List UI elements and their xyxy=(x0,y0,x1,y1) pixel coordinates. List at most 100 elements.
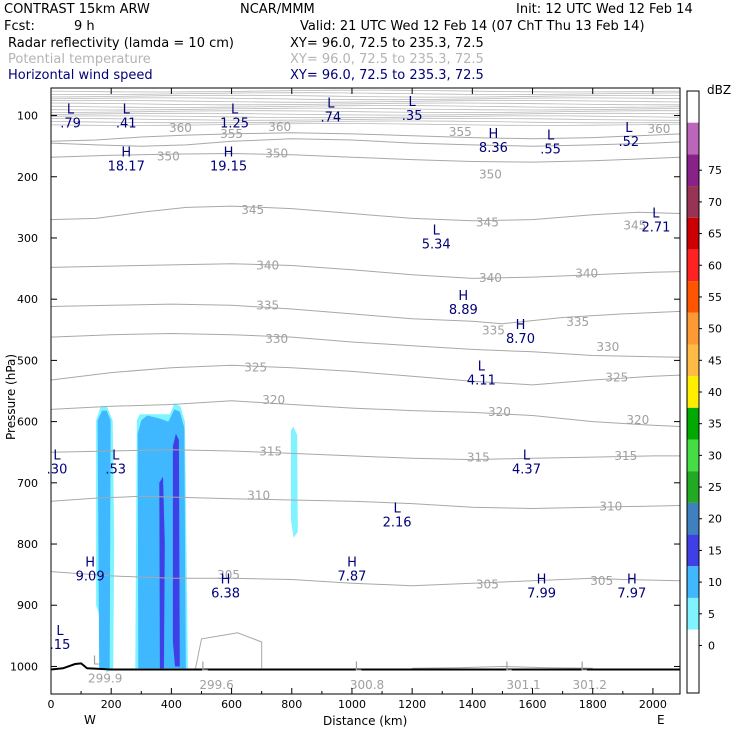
colorbar-segment xyxy=(687,629,699,662)
x-end-label-west: W xyxy=(84,713,96,727)
theta-contour-label: 355 xyxy=(220,127,243,141)
wind-extremum-marker: H xyxy=(347,556,357,571)
x-end-label-east: E xyxy=(657,713,665,727)
wind-extrema-layer: L.79L.41L1.25L.74L.35H8.36L.55L.52H18.17… xyxy=(47,95,671,653)
wind-extremum-marker: L xyxy=(652,207,660,222)
y-tick-label: 700 xyxy=(17,477,38,490)
wind-extremum-value: 18.17 xyxy=(108,159,145,174)
y-tick-label: 500 xyxy=(17,354,38,367)
wind-extremum-marker: H xyxy=(221,573,231,588)
colorbar-segment xyxy=(687,91,699,123)
colorbar-tick-label: 10 xyxy=(708,576,722,589)
valid-time: Valid: 21 UTC Wed 12 Feb 14 (07 ChT Thu … xyxy=(300,19,645,34)
colorbar-segment xyxy=(687,534,699,567)
theta-contour-label: 301.1 xyxy=(506,678,540,692)
colorbar-tick-label: 15 xyxy=(708,544,722,557)
theta-contour-label: 315 xyxy=(467,451,490,465)
colorbar-tick-label: 35 xyxy=(708,418,722,431)
y-tick-label: 800 xyxy=(17,538,38,551)
theta-contour-label: 350 xyxy=(479,167,502,181)
theta-low-marker: L xyxy=(580,659,587,673)
y-tick-label: 900 xyxy=(17,599,38,612)
wind-extremum-value: .15 xyxy=(50,638,71,653)
theta-low-marker: L xyxy=(505,659,512,673)
theta-contour-label: 310 xyxy=(247,489,270,503)
wind-extremum-marker: H xyxy=(627,573,637,588)
model-title: CONTRAST 15km ARW xyxy=(4,2,150,17)
forecast-hour: 9 h xyxy=(74,19,95,34)
colorbar-segment xyxy=(687,376,699,408)
wind-extremum-marker: L xyxy=(123,103,131,118)
theta-contour-label: 335 xyxy=(566,315,589,329)
y-tick-label: 300 xyxy=(17,232,38,245)
organization-label: NCAR/MMM xyxy=(240,2,315,17)
wind-extremum-marker: L xyxy=(231,103,239,118)
wind-extremum-marker: L xyxy=(478,360,486,375)
y-tick-label: 400 xyxy=(17,293,38,306)
colorbar-segment xyxy=(687,566,699,598)
colorbar-title: dBZ xyxy=(707,83,731,97)
colorbar-tick-label: 20 xyxy=(708,513,722,526)
wind-extremum-value: 7.99 xyxy=(527,587,556,602)
colorbar-tick-label: 70 xyxy=(708,196,722,209)
theta-contour-line xyxy=(51,89,680,93)
theta-contour-label: 360 xyxy=(268,120,291,134)
x-tick-label: 2000 xyxy=(639,698,667,711)
wind-extremum-value: 4.37 xyxy=(512,462,541,477)
colorbar-segment xyxy=(687,217,699,250)
theta-contour-line xyxy=(51,132,680,142)
colorbar-segment xyxy=(687,154,699,187)
wind-extremum-value: 8.36 xyxy=(479,141,508,156)
reflectivity-region xyxy=(290,426,298,538)
reflectivity-region xyxy=(159,476,165,669)
wind-extremum-value: .79 xyxy=(60,117,81,132)
wind-extremum-value: .53 xyxy=(105,462,126,477)
theta-contour-label: 355 xyxy=(449,125,472,139)
theta-contour-label: 300.8 xyxy=(350,678,384,692)
stratosphere-contours xyxy=(51,89,680,126)
colorbar-segment xyxy=(687,597,699,630)
wind-extremum-marker: L xyxy=(547,128,555,143)
theta-contour-line xyxy=(51,332,680,358)
theta-contour-line xyxy=(51,107,680,111)
theta-contour-line xyxy=(51,364,680,386)
wind-extremum-marker: H xyxy=(224,145,234,160)
colorbar-tick-label: 0 xyxy=(708,639,715,652)
field-name-theta: Potential temperature xyxy=(8,52,151,67)
theta-contour-line xyxy=(51,152,680,163)
theta-contour-label: 315 xyxy=(614,449,637,463)
colorbar-tick-label: 25 xyxy=(708,481,722,494)
reflectivity-region xyxy=(97,410,111,669)
theta-contour-label: 360 xyxy=(647,122,670,136)
colorbar-segment xyxy=(687,407,699,440)
x-tick-label: 1600 xyxy=(519,698,547,711)
wind-extremum-marker: L xyxy=(53,448,61,463)
colorbar-segment xyxy=(687,471,699,503)
wind-extremum-marker: L xyxy=(56,624,64,639)
theta-contour-label: 335 xyxy=(256,298,279,312)
theta-contour-line xyxy=(51,99,680,103)
field-name-wind: Horizontal wind speed xyxy=(8,68,153,83)
colorbar-segment xyxy=(687,312,699,345)
theta-contour-label: 335 xyxy=(482,323,505,337)
wind-extremum-marker: L xyxy=(625,121,633,136)
colorbar-tick-label: 75 xyxy=(708,164,722,177)
theta-contour-label: 360 xyxy=(169,121,192,135)
theta-contour-line xyxy=(51,138,680,147)
wind-extremum-marker: L xyxy=(523,448,531,463)
field-xy-wind: XY= 96.0, 72.5 to 235.3, 72.5 xyxy=(290,68,484,83)
wind-extremum-value: .35 xyxy=(402,109,423,124)
reflectivity-layer xyxy=(96,403,298,673)
wind-extremum-marker: H xyxy=(85,556,95,571)
theta-contour-label: 310 xyxy=(599,500,622,514)
colorbar-tick-label: 45 xyxy=(708,354,722,367)
reflectivity-region xyxy=(172,433,180,667)
colorbar-segment xyxy=(687,186,699,218)
y-tick-label: 1000 xyxy=(10,660,38,673)
theta-contour-line xyxy=(51,97,680,101)
colorbar-tick-label: 65 xyxy=(708,228,722,241)
wind-extremum-value: .74 xyxy=(321,110,342,125)
wind-extremum-marker: L xyxy=(67,103,75,118)
colorbar-segment xyxy=(687,344,699,377)
theta-contour-label: 330 xyxy=(596,340,619,354)
